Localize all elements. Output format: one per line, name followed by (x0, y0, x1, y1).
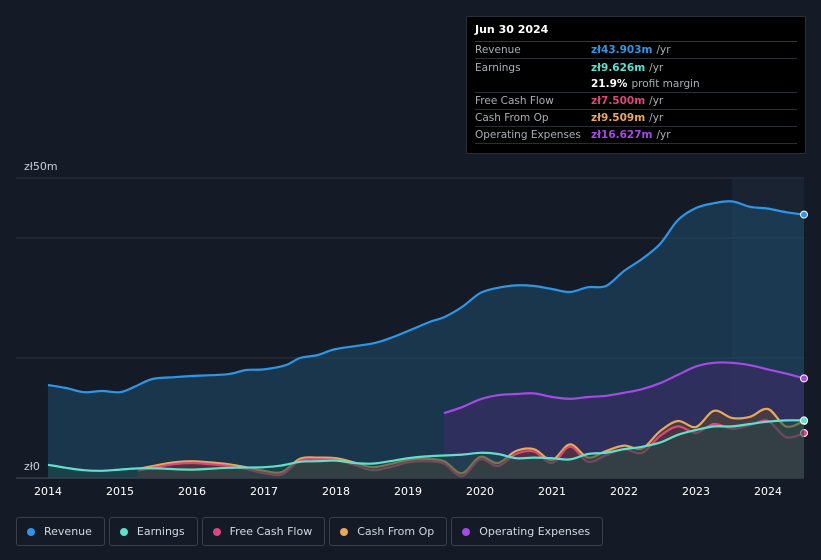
tooltip-unit: /yr (649, 112, 664, 124)
tooltip-value: 21.9% (591, 78, 628, 90)
tooltip-unit: profit margin (631, 78, 700, 90)
tooltip-unit: /yr (649, 61, 664, 74)
legend-dot-icon (212, 527, 221, 536)
legend-item-free-cash-flow[interactable]: Free Cash Flow (201, 517, 326, 546)
legend-dot-icon (27, 527, 35, 536)
legend-item-operating-expenses[interactable]: Operating Expenses (451, 517, 604, 546)
line-earnings (47, 419, 805, 472)
line-revenue (47, 200, 805, 394)
tooltip-row-cash-from-op: Cash From Op zł9.509m /yr (475, 110, 797, 127)
legend-item-cash-from-op[interactable]: Cash From Op (329, 517, 448, 546)
x-tick-label: 2017 (250, 485, 278, 498)
tooltip-row-earnings: Earnings zł9.626m /yr (475, 59, 797, 76)
x-tick-label: 2021 (538, 485, 566, 498)
area-earnings (48, 420, 804, 478)
legend-dot-icon (340, 527, 349, 536)
y-axis-max-label: zł50m (24, 160, 58, 173)
tooltip-value: zł9.509m (591, 112, 646, 124)
tooltip-row-revenue: Revenue zł43.903m /yr (475, 42, 797, 59)
tooltip-label: Operating Expenses (475, 129, 581, 141)
tooltip-label: Earnings (475, 61, 521, 74)
x-tick-label: 2016 (178, 485, 206, 498)
tooltip-row-profit-margin: 21.9% profit margin (475, 76, 797, 93)
tooltip-value: zł43.903m (591, 44, 653, 56)
tooltip-label: Cash From Op (475, 112, 549, 124)
x-tick-label: 2020 (466, 485, 494, 498)
x-axis-ticks: 2014 2015 2016 2017 2018 2019 2020 2021 2022 2023… (34, 485, 782, 498)
tooltip-value: zł16.627m (591, 129, 653, 141)
x-tick-label: 2024 (754, 485, 782, 498)
legend-label: Cash From Op (357, 525, 435, 538)
tooltip-value: zł7.500m (591, 95, 646, 107)
x-tick-label: 2014 (34, 485, 62, 498)
tooltip-label: Revenue (475, 44, 521, 56)
tooltip-row-free-cash-flow: Free Cash Flow zł7.500m /yr (475, 93, 797, 110)
legend-label: Free Cash Flow (229, 525, 313, 538)
tooltip-unit: /yr (656, 44, 671, 56)
tooltip-value: zł9.626m (591, 61, 646, 74)
y-axis-zero-label: zł0 (24, 460, 40, 473)
x-tick-label: 2022 (610, 485, 638, 498)
legend-label: Operating Expenses (479, 525, 591, 538)
tooltip-panel: Jun 30 2024 Revenue zł43.903m /yr Earnin… (466, 16, 806, 154)
tooltip-unit: /yr (649, 95, 664, 107)
x-tick-label: 2023 (682, 485, 710, 498)
tooltip-unit: /yr (656, 129, 671, 141)
legend-item-earnings[interactable]: Earnings (108, 517, 198, 546)
chart-legend: Revenue Earnings Free Cash Flow Cash Fro… (16, 517, 604, 546)
line-operating-expenses (443, 361, 805, 415)
tooltip-label: Free Cash Flow (475, 95, 554, 107)
end-marker-earnings (800, 416, 808, 425)
tooltip-date: Jun 30 2024 (475, 23, 797, 42)
legend-dot-icon (119, 527, 128, 536)
legend-item-revenue[interactable]: Revenue (16, 517, 105, 546)
series-layer (47, 200, 808, 479)
tooltip-row-operating-expenses: Operating Expenses zł16.627m /yr (475, 127, 797, 144)
legend-dot-icon (462, 527, 471, 536)
legend-label: Revenue (44, 525, 92, 538)
x-tick-label: 2019 (394, 485, 422, 498)
x-tick-label: 2018 (322, 485, 350, 498)
x-tick-label: 2015 (106, 485, 134, 498)
legend-label: Earnings (136, 525, 185, 538)
end-marker-operating-expenses (800, 374, 808, 383)
end-marker-revenue (800, 210, 808, 219)
